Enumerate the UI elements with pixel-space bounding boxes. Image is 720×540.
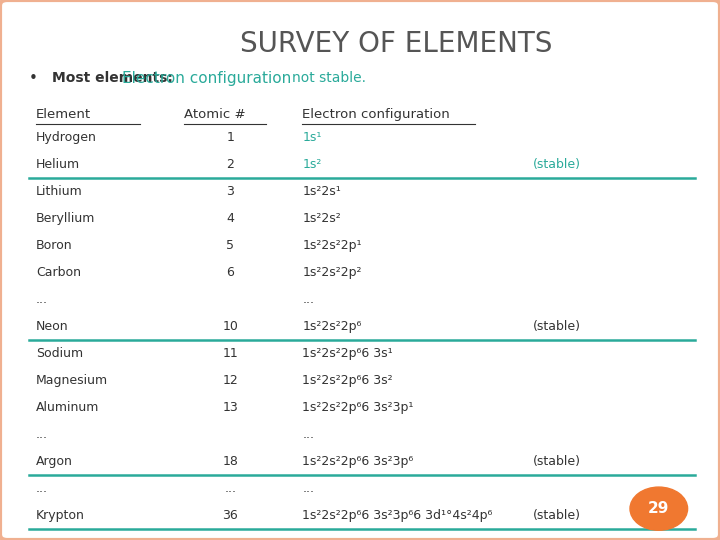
Text: 1: 1	[227, 131, 234, 144]
Text: 1s²2s²2p⁶6 3s²3p⁶6 3d¹°4s²4p⁶: 1s²2s²2p⁶6 3s²3p⁶6 3d¹°4s²4p⁶	[302, 509, 492, 522]
Text: Electron configuration: Electron configuration	[122, 71, 297, 86]
Text: (stable): (stable)	[533, 158, 581, 171]
Text: ...: ...	[302, 428, 315, 441]
Text: not stable.: not stable.	[292, 71, 366, 85]
Text: 18: 18	[222, 455, 238, 468]
Text: 10: 10	[222, 320, 238, 333]
Text: 1s²2s¹: 1s²2s¹	[302, 185, 341, 198]
Text: 3: 3	[227, 185, 234, 198]
Text: Neon: Neon	[36, 320, 68, 333]
Text: (stable): (stable)	[533, 455, 581, 468]
Text: 1s²2s²2p⁶6 3s²: 1s²2s²2p⁶6 3s²	[302, 374, 393, 387]
Text: 11: 11	[222, 347, 238, 360]
Text: 4: 4	[227, 212, 234, 225]
Text: (stable): (stable)	[533, 320, 581, 333]
Text: 1s²2s²: 1s²2s²	[302, 212, 341, 225]
Text: 2: 2	[227, 158, 234, 171]
Text: ...: ...	[36, 482, 48, 495]
Text: ...: ...	[36, 293, 48, 306]
Text: 36: 36	[222, 509, 238, 522]
Text: 12: 12	[222, 374, 238, 387]
Text: 1s²2s²2p⁶6 3s¹: 1s²2s²2p⁶6 3s¹	[302, 347, 393, 360]
Text: ...: ...	[302, 482, 315, 495]
Text: Beryllium: Beryllium	[36, 212, 95, 225]
Text: ...: ...	[36, 428, 48, 441]
Text: 1s²2s²2p⁶: 1s²2s²2p⁶	[302, 320, 361, 333]
Text: Atomic #: Atomic #	[184, 108, 246, 121]
Text: Hydrogen: Hydrogen	[36, 131, 97, 144]
Text: Electron configuration: Electron configuration	[302, 108, 450, 121]
Text: Helium: Helium	[36, 158, 80, 171]
Text: 1s²2s²2p⁶6 3s²3p¹: 1s²2s²2p⁶6 3s²3p¹	[302, 401, 414, 414]
Text: 1s¹: 1s¹	[302, 131, 322, 144]
Text: 1s²2s²2p²: 1s²2s²2p²	[302, 266, 362, 279]
Text: ...: ...	[225, 482, 236, 495]
Text: (stable): (stable)	[533, 509, 581, 522]
Text: Element: Element	[36, 108, 91, 121]
Text: ...: ...	[302, 293, 315, 306]
Text: 13: 13	[222, 401, 238, 414]
Text: Magnesium: Magnesium	[36, 374, 108, 387]
Text: 1s²2s²2p⁶6 3s²3p⁶: 1s²2s²2p⁶6 3s²3p⁶	[302, 455, 414, 468]
Text: Carbon: Carbon	[36, 266, 81, 279]
Text: Lithium: Lithium	[36, 185, 83, 198]
Circle shape	[630, 487, 688, 530]
Text: 29: 29	[648, 501, 670, 516]
Text: 1s²: 1s²	[302, 158, 322, 171]
Text: Aluminum: Aluminum	[36, 401, 99, 414]
Text: Most elements:: Most elements:	[52, 71, 178, 85]
Text: Boron: Boron	[36, 239, 73, 252]
Text: 5: 5	[226, 239, 235, 252]
Text: SURVEY OF ELEMENTS: SURVEY OF ELEMENTS	[240, 30, 552, 58]
Text: 6: 6	[227, 266, 234, 279]
Text: Argon: Argon	[36, 455, 73, 468]
Text: Krypton: Krypton	[36, 509, 85, 522]
Text: •: •	[29, 71, 37, 86]
Text: Sodium: Sodium	[36, 347, 83, 360]
Text: 1s²2s²2p¹: 1s²2s²2p¹	[302, 239, 362, 252]
